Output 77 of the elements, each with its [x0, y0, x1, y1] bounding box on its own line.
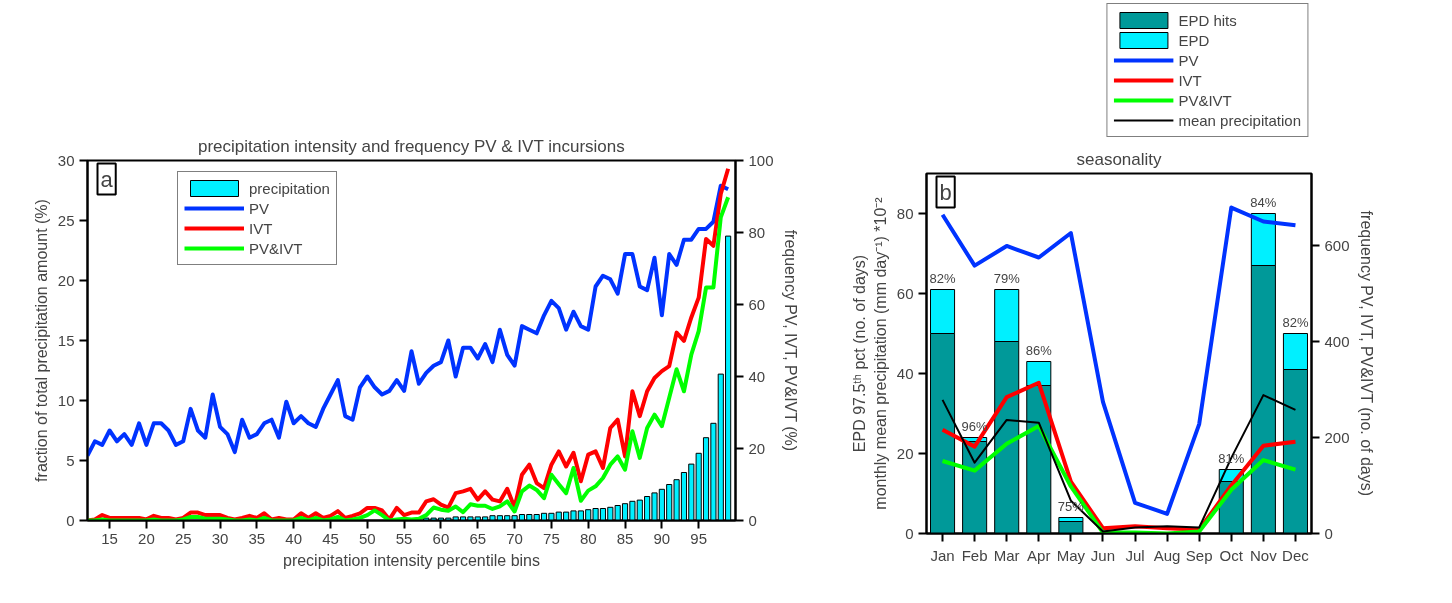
x-axis-title: precipitation intensity percentile bins	[282, 551, 541, 569]
y-tick-label: 10	[57, 391, 75, 409]
y2-tick-label: 60	[748, 295, 766, 313]
x-tick-label: Aug	[1153, 546, 1181, 564]
annotation: 86%	[1025, 342, 1053, 358]
y-axis-title: fraction of total precipitation amount (%)	[32, 199, 50, 482]
x-tick-label: Nov	[1250, 546, 1278, 564]
y-tick-label: 15	[57, 331, 75, 349]
legend-label: IVT	[1178, 70, 1202, 90]
x-tick-label: 60	[432, 529, 450, 547]
x-tick-label: Mar	[993, 546, 1020, 564]
y2-tick-label: 600	[1324, 236, 1350, 254]
x-tick-label: Sep	[1185, 546, 1213, 564]
chart-title: precipitation intensity and frequency PV & IVT incursions	[197, 136, 625, 156]
annotation: 96%	[961, 418, 989, 434]
x-tick-label: May	[1056, 546, 1086, 564]
y-tick-label: 20	[57, 271, 75, 289]
y-axis-title: EPD 97.5ᵗʰ pct (no. of days) monthly mean precipitation (mm day⁻¹) *10⁻²	[851, 196, 889, 510]
x-tick-label: 75	[543, 529, 560, 547]
x-tick-label: Jan	[930, 546, 955, 564]
y2-tick-label: 400	[1324, 332, 1350, 350]
y2-tick-label: 200	[1324, 428, 1350, 446]
x-tick-label: Jun	[1090, 546, 1116, 564]
legend-label: IVT	[249, 218, 273, 238]
y2-tick-label: 20	[748, 439, 766, 457]
y-tick-label: 0	[905, 524, 914, 542]
x-tick-label: 70	[506, 529, 523, 547]
x-tick-label: 85	[616, 529, 634, 547]
annotation: 79%	[993, 270, 1021, 286]
x-tick-label: 15	[101, 529, 118, 547]
x-tick-label: Dec	[1282, 546, 1310, 564]
x-tick-label: 40	[285, 529, 303, 547]
y-tick-label: 60	[896, 284, 914, 302]
y2-axis-title: frequency PV, IVT, PV&IVT (no. of days)	[1357, 210, 1375, 497]
legend-label: precipitation	[249, 178, 330, 198]
y-tick-label: 80	[896, 204, 914, 222]
annotation: b	[939, 179, 952, 205]
x-tick-label: 95	[690, 529, 708, 547]
y2-tick-label: 0	[1324, 524, 1333, 542]
y-tick-label: 20	[896, 444, 914, 462]
x-tick-label: Feb	[961, 546, 988, 564]
x-tick-label: 25	[174, 529, 192, 547]
y2-axis-title: frequency PV, IVT, PV&IVT (%)	[781, 229, 799, 452]
y2-tick-label: 0	[748, 511, 757, 529]
legend-label: mean precipitation	[1178, 110, 1301, 130]
line-series	[940, 423, 1298, 534]
x-tick-label: 80	[579, 529, 597, 547]
x-tick-label: Apr	[1027, 546, 1051, 564]
x-tick-label: 55	[395, 529, 413, 547]
legend-label: PV&IVT	[1178, 90, 1232, 110]
y-tick-label: 40	[896, 364, 914, 382]
x-tick-label: 90	[653, 529, 671, 547]
x-tick-label: 30	[211, 529, 229, 547]
annotation: a	[100, 166, 114, 192]
y-tick-label: 25	[57, 211, 75, 229]
x-tick-label: Oct	[1219, 546, 1244, 564]
x-tick-label: 35	[248, 529, 266, 547]
y-tick-label: 30	[57, 151, 75, 169]
y-tick-label: 5	[66, 451, 75, 469]
x-tick-label: 45	[322, 529, 339, 547]
y-tick-label: 0	[66, 511, 75, 529]
annotation: 82%	[1282, 314, 1309, 330]
x-tick-label: Jul	[1125, 546, 1145, 564]
x-tick-label: 65	[469, 529, 487, 547]
legend-label: PV	[1178, 50, 1199, 70]
legend-label: EPD hits	[1178, 10, 1237, 30]
legend-label: PV	[249, 198, 270, 218]
y2-tick-label: 40	[748, 367, 766, 385]
y2-tick-label: 80	[748, 223, 766, 241]
y2-tick-label: 100	[748, 151, 774, 169]
annotation: 82%	[929, 270, 956, 286]
chart-title: seasonality	[1076, 149, 1163, 169]
x-tick-label: 50	[358, 529, 376, 547]
x-tick-label: 20	[138, 529, 155, 547]
annotation: 84%	[1250, 194, 1277, 210]
legend-label: PV&IVT	[249, 238, 303, 258]
legend-label: EPD	[1178, 30, 1210, 50]
